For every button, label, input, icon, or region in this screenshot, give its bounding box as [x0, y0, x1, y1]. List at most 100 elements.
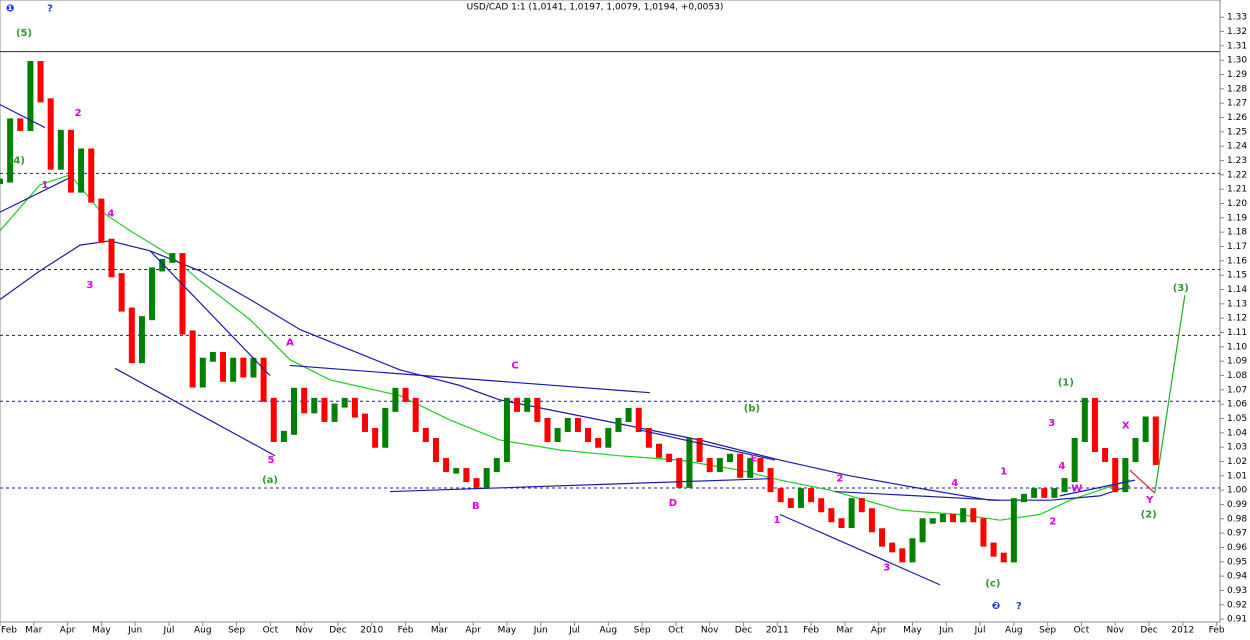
- x-tick-label: Oct: [263, 626, 279, 636]
- price-bar: [950, 513, 957, 523]
- price-bar: [1000, 552, 1007, 563]
- wave-label: (5): [16, 28, 32, 39]
- price-bar: [1112, 458, 1119, 493]
- price-bar: [909, 538, 916, 563]
- x-tick-label: Nov: [1106, 626, 1124, 636]
- price-bar: [37, 61, 44, 103]
- y-tick-label: 1.30: [1227, 56, 1247, 66]
- price-bar: [686, 437, 693, 488]
- trend-line: [289, 364, 650, 394]
- x-tick-label: Dec: [735, 626, 752, 636]
- price-bar: [706, 458, 713, 473]
- wave-label: W: [1071, 484, 1082, 495]
- x-tick-label: Aug: [194, 626, 212, 636]
- x-tick-label: Mar: [25, 626, 42, 636]
- price-bar: [645, 427, 652, 448]
- price-bar: [57, 129, 64, 170]
- wave-label: (1): [1058, 378, 1074, 389]
- price-bar: [726, 453, 733, 463]
- price-bar: [818, 498, 825, 513]
- price-bar: [311, 397, 318, 414]
- price-bar: [666, 453, 673, 463]
- x-tick-label: Apr: [60, 626, 76, 636]
- price-bar: [534, 397, 541, 422]
- y-tick-label: 1.19: [1227, 213, 1247, 223]
- x-tick-label: Mar: [836, 626, 853, 636]
- price-bar: [422, 427, 429, 442]
- price-bar: [453, 468, 460, 474]
- price-bar: [17, 118, 24, 131]
- price-bar: [159, 258, 166, 272]
- price-bar: [1102, 448, 1109, 463]
- x-tick-label: 2012: [1171, 626, 1194, 636]
- trend-line: [834, 490, 1001, 501]
- price-bar: [605, 427, 612, 448]
- x-tick-label: Jun: [533, 626, 548, 636]
- price-bar: [220, 351, 227, 382]
- y-tick-label: 1.09: [1227, 357, 1247, 367]
- x-tick-label: Nov: [295, 626, 313, 636]
- price-bar: [980, 518, 987, 547]
- wave-label: 3: [86, 280, 93, 291]
- price-bar: [625, 407, 632, 422]
- price-bar: [382, 407, 389, 448]
- x-tick-label: Jun: [127, 626, 142, 636]
- y-tick-label: 1.20: [1227, 199, 1247, 209]
- x-tick-label: Feb: [1209, 626, 1225, 636]
- price-bar: [98, 198, 105, 243]
- y-tick-label: 1.06: [1227, 400, 1247, 410]
- wave-label: A: [286, 338, 294, 349]
- y-tick-label: 1.14: [1227, 285, 1247, 295]
- y-tick-label: 1.29: [1227, 70, 1247, 80]
- price-bar: [544, 417, 551, 442]
- price-bar: [696, 437, 703, 463]
- wave-label: ❶: [6, 4, 15, 15]
- y-tick-label: 0.94: [1227, 572, 1247, 582]
- wave-label: (3): [1173, 283, 1189, 294]
- price-bar: [67, 129, 74, 193]
- wave-label: 1: [773, 515, 780, 526]
- wave-label: 4: [107, 209, 114, 220]
- price-bar: [595, 437, 602, 448]
- y-tick-label: 1.24: [1227, 142, 1247, 152]
- y-tick-label: 0.91: [1227, 615, 1247, 625]
- x-tick-label: Dec: [329, 626, 346, 636]
- y-tick-label: 1.27: [1227, 99, 1247, 109]
- trend-line: [779, 513, 941, 586]
- wave-label: 4: [1058, 461, 1065, 472]
- price-bar: [868, 508, 875, 533]
- price-bar: [473, 478, 480, 488]
- price-bar: [503, 397, 510, 463]
- price-bar: [108, 238, 115, 278]
- price-bar: [321, 397, 328, 422]
- price-bar: [777, 488, 784, 503]
- price-bar: [392, 387, 399, 412]
- wave-label: ❷: [992, 601, 1001, 612]
- price-bar: [280, 430, 287, 442]
- price-bar: [230, 357, 237, 382]
- wave-label: 3: [1048, 418, 1055, 429]
- wave-label: 3: [883, 563, 890, 574]
- y-tick-label: 1.17: [1227, 242, 1247, 252]
- wave-label: 2: [1049, 517, 1056, 528]
- y-tick-label: 1.25: [1227, 127, 1247, 137]
- price-bar: [402, 387, 409, 402]
- price-bar: [260, 357, 267, 402]
- y-tick-label: 1.21: [1227, 185, 1247, 195]
- wave-label: 1: [41, 180, 48, 191]
- trend-line: [114, 367, 276, 457]
- y-tick-label: 0.96: [1227, 543, 1247, 553]
- y-tick-label: 1.16: [1227, 256, 1247, 266]
- price-bar: [331, 403, 338, 422]
- price-bar: [1142, 416, 1149, 442]
- y-tick-label: 1.23: [1227, 156, 1247, 166]
- y-tick-label: 1.04: [1227, 428, 1247, 438]
- y-tick-label: 1.00: [1227, 486, 1247, 496]
- x-tick-label: Dec: [1140, 626, 1157, 636]
- x-tick-label: Jul: [974, 626, 986, 636]
- wave-label: C: [511, 360, 518, 371]
- wave-label: 2: [75, 108, 82, 119]
- price-bar: [1061, 478, 1068, 493]
- price-bar: [1071, 437, 1078, 483]
